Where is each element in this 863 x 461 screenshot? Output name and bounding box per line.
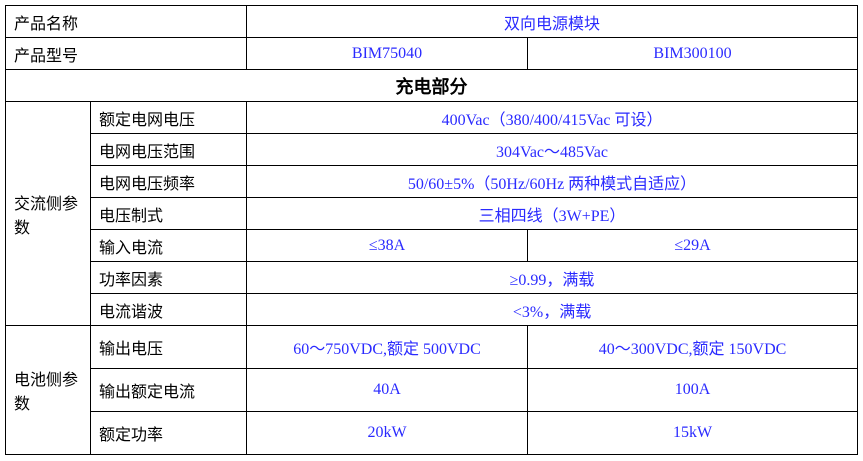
- spec-table: 产品名称 双向电源模块 产品型号 BIM75040 BIM300100 充电部分 交流…: [4, 5, 859, 455]
- value-cell: 400Vac（380/400/415Vac 可设）: [246, 101, 859, 134]
- group-label: 电池侧参数: [5, 325, 91, 455]
- table-row: 输入电流 ≤38A ≤29A: [6, 229, 859, 262]
- value-cell: BIM300100: [527, 37, 859, 70]
- value-cell: BIM75040: [246, 37, 529, 70]
- value-cell: 双向电源模块: [246, 5, 859, 38]
- table-row: 产品型号 BIM75040 BIM300100: [4, 37, 859, 70]
- section-title: 充电部分: [4, 69, 859, 102]
- label-cell: 电流谐波: [89, 293, 248, 326]
- label-cell: 电网电压频率: [89, 165, 248, 198]
- label-cell: 输入电流: [89, 229, 248, 262]
- value-cell: 15kW: [527, 411, 859, 455]
- value-cell: ≥0.99，满载: [246, 261, 859, 294]
- label-cell: 产品型号: [4, 37, 248, 70]
- label-cell: 功率因素: [89, 261, 248, 294]
- table-row: 产品名称 双向电源模块: [4, 5, 859, 38]
- label-cell: 电网电压范围: [89, 133, 248, 166]
- value-cell: 100A: [527, 368, 859, 412]
- value-cell: 三相四线（3W+PE）: [246, 197, 859, 230]
- table-row: 额定功率 20kW 15kW: [6, 411, 859, 455]
- value-cell: ≤38A: [246, 229, 529, 262]
- table-row: 交流侧参数 额定电网电压 400Vac（380/400/415Vac 可设）: [5, 101, 859, 326]
- table-row: 电网电压频率 50/60±5%（50Hz/60Hz 两种模式自适应）: [6, 165, 859, 198]
- label-cell: 电压制式: [89, 197, 248, 230]
- group-label: 交流侧参数: [5, 101, 91, 326]
- value-cell: 60～750VDC,额定 500VDC: [246, 325, 529, 369]
- value-cell: 20kW: [246, 411, 529, 455]
- value-cell: <3%，满载: [246, 293, 859, 326]
- table-row: 电流谐波 <3%，满载: [6, 293, 859, 326]
- table-row: 电网电压范围 304Vac～485Vac: [6, 133, 859, 166]
- table-row: 电压制式 三相四线（3W+PE）: [6, 197, 859, 230]
- label-cell: 额定功率: [89, 411, 248, 455]
- value-cell: 40～300VDC,额定 150VDC: [527, 325, 859, 369]
- label-cell: 输出电压: [89, 325, 248, 369]
- section-row: 充电部分: [4, 69, 859, 102]
- label-cell: 额定电网电压: [89, 101, 248, 134]
- value-cell: ≤29A: [527, 229, 859, 262]
- table-row: 电池侧参数 输出电压 60～750VDC,额定 500VDC 40～300VDC,额定…: [5, 325, 859, 455]
- value-cell: 40A: [246, 368, 529, 412]
- value-cell: 50/60±5%（50Hz/60Hz 两种模式自适应）: [246, 165, 859, 198]
- value-cell: 304Vac～485Vac: [246, 133, 859, 166]
- table-row: 输出额定电流 40A 100A: [6, 368, 859, 412]
- table-row: 功率因素 ≥0.99，满载: [6, 261, 859, 294]
- label-cell: 输出额定电流: [89, 368, 248, 412]
- label-cell: 产品名称: [4, 5, 248, 38]
